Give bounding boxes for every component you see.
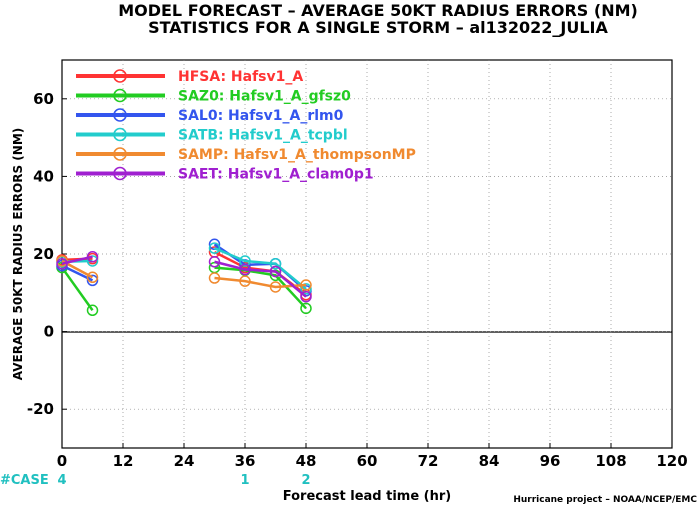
- y-tick-label: 0: [44, 323, 54, 341]
- y-tick-label: 40: [33, 167, 54, 185]
- grid-layer: [62, 60, 672, 448]
- legend-swatch-marker: [113, 69, 127, 83]
- data-point: [269, 257, 282, 270]
- x-tick-label: 0: [57, 452, 67, 470]
- series-line: [214, 276, 307, 289]
- legend-entry-label: SAL0: Hafsv1_A_rlm0: [178, 108, 344, 124]
- series-line: [214, 260, 307, 298]
- legend-swatch-marker: [113, 166, 127, 181]
- x-tick-label: 48: [296, 452, 317, 470]
- data-point: [269, 265, 282, 278]
- legend-entry-label: SAMP: Hafsv1_A_thompsonMP: [178, 147, 416, 163]
- data-point: [86, 250, 99, 263]
- data-point: [300, 302, 312, 315]
- legend: HFSA: Hafsv1_A SAZ0: Hafsv1_A_gfsz0 SAL0: …: [76, 69, 416, 183]
- series-line: [60, 266, 94, 311]
- x-axis-label: Forecast lead time (hr): [283, 489, 451, 504]
- x-tick-label: 12: [113, 452, 134, 470]
- chart-subtitle: STATISTICS FOR A SINGLE STORM – al132022…: [148, 18, 608, 37]
- legend-entry-label: HFSA: Hafsv1_A: [178, 69, 303, 85]
- case-count-label: 1: [240, 473, 249, 488]
- x-tick-label: 108: [595, 452, 626, 470]
- data-point: [269, 281, 282, 293]
- data-point: [239, 263, 251, 276]
- x-tick-label: 24: [174, 452, 195, 470]
- data-point: [300, 290, 312, 303]
- y-tick-label: -20: [27, 400, 54, 418]
- y-tick-label: 60: [33, 90, 54, 108]
- data-point: [208, 242, 221, 254]
- y-tick-label: 20: [33, 245, 54, 263]
- data-point: [208, 256, 221, 268]
- legend-entry-label: SATB: Hafsv1_A_tcpbl: [178, 128, 348, 144]
- series-layer: [56, 238, 312, 317]
- legend-entry-label: SAZ0: Hafsv1_A_gfsz0: [178, 89, 351, 105]
- legend-swatch-marker: [113, 88, 127, 103]
- data-point: [86, 274, 99, 287]
- case-count-layer: 4 1 2: [57, 473, 310, 488]
- data-point: [86, 271, 99, 284]
- data-point: [239, 255, 251, 267]
- credit-text: Hurricane project – NOAA/NCEP/EMC: [513, 495, 697, 505]
- data-point: [239, 275, 251, 287]
- y-axis-label: AVERAGE 50KT RADIUS ERRORS (NM): [11, 128, 25, 380]
- x-tick-label: 36: [235, 452, 256, 470]
- x-tick-label: 96: [540, 452, 561, 470]
- legend-swatch-marker: [113, 147, 127, 161]
- x-tick-layer: 0 12 24 36 48 60 72 84 96 108 120: [57, 443, 688, 470]
- series-line: [214, 247, 307, 290]
- legend-swatch-marker: [113, 127, 127, 142]
- x-tick-label: 120: [656, 452, 687, 470]
- y-tick-layer: -20 0 20 40 60: [27, 90, 67, 418]
- data-point: [208, 272, 221, 284]
- legend-entry-label: SAET: Hafsv1_A_clam0p1: [178, 167, 374, 183]
- x-tick-label: 60: [357, 452, 378, 470]
- data-point: [300, 279, 312, 291]
- legend-swatch-marker: [113, 108, 127, 122]
- chart-title: MODEL FORECAST – AVERAGE 50KT RADIUS ERR…: [118, 1, 638, 20]
- data-point: [300, 283, 312, 295]
- case-label: #CASE: [0, 473, 49, 488]
- data-point: [86, 255, 99, 267]
- data-point: [56, 257, 68, 270]
- case-count-label: 4: [57, 473, 66, 488]
- case-count-label: 2: [301, 473, 310, 488]
- data-point: [86, 304, 99, 317]
- x-tick-label: 72: [418, 452, 439, 470]
- series-line: [214, 266, 307, 310]
- x-tick-label: 84: [479, 452, 500, 470]
